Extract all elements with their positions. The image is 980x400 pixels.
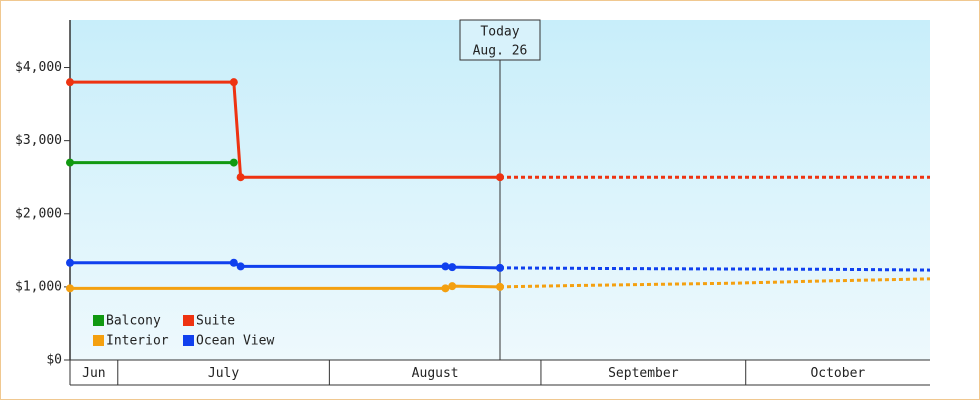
legend-label: Interior	[106, 334, 169, 349]
point	[441, 284, 450, 293]
legend-swatch	[93, 315, 104, 326]
series-line	[70, 80, 500, 179]
point	[229, 258, 238, 267]
month-label: August	[412, 366, 459, 381]
point	[236, 173, 245, 182]
point	[66, 284, 74, 293]
y-tick-label: $4,000	[15, 60, 62, 75]
y-tick-label: $1,000	[15, 279, 62, 294]
legend-swatch	[183, 335, 194, 346]
forecast-line	[499, 277, 931, 289]
month-label: October	[810, 366, 865, 381]
month-label: Jun	[82, 366, 105, 381]
point	[441, 262, 450, 271]
today-box	[459, 19, 541, 61]
point	[448, 282, 457, 291]
month-label: September	[608, 366, 679, 381]
today-title: Today	[480, 25, 519, 40]
point	[229, 78, 238, 87]
point	[448, 263, 457, 272]
y-tick-label: $3,000	[15, 133, 62, 148]
point	[496, 173, 504, 182]
point	[496, 263, 504, 272]
legend-swatch	[93, 335, 104, 346]
point	[66, 258, 74, 267]
y-tick-label: $0	[46, 353, 62, 368]
point	[66, 78, 74, 87]
point	[66, 158, 74, 167]
series-line	[70, 261, 501, 270]
legend-label: Balcony	[106, 314, 161, 329]
legend-swatch	[183, 315, 194, 326]
point	[496, 282, 504, 291]
month-label: July	[208, 366, 239, 381]
point	[229, 158, 238, 167]
legend-label: Ocean View	[196, 334, 274, 349]
y-tick-label: $2,000	[15, 206, 62, 221]
today-date: Aug. 26	[473, 44, 528, 59]
legend-label: Suite	[196, 314, 235, 329]
point	[236, 262, 245, 271]
